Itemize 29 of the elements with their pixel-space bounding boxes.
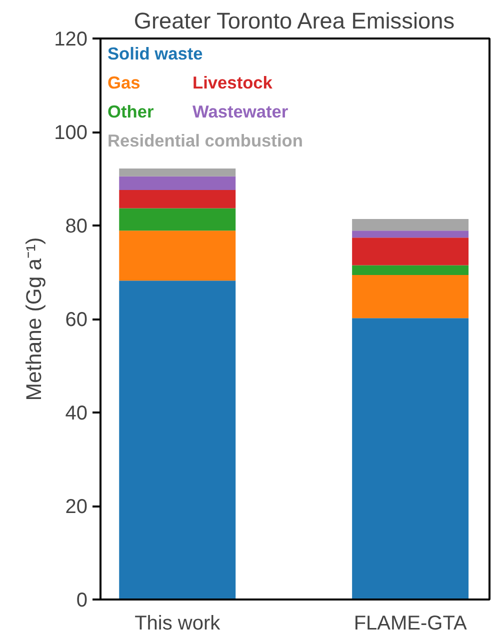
bar bbox=[119, 280, 236, 600]
y-tick-label: 20 bbox=[65, 496, 88, 518]
y-tick-label: 60 bbox=[65, 309, 88, 331]
bar bbox=[119, 168, 236, 176]
y-tick-label: 40 bbox=[65, 402, 88, 424]
bar bbox=[352, 265, 469, 276]
y-tick-label: 120 bbox=[54, 28, 88, 50]
bar bbox=[119, 190, 236, 208]
bar bbox=[352, 275, 469, 318]
bar bbox=[119, 230, 236, 281]
text: Solid waste bbox=[107, 44, 204, 64]
bar bbox=[352, 230, 469, 238]
text: Gas bbox=[107, 72, 140, 93]
y-tick-label: 0 bbox=[76, 590, 88, 612]
text: Livestock bbox=[192, 72, 273, 93]
y-tick-label: 100 bbox=[54, 122, 88, 144]
x-tick-label: This work bbox=[134, 612, 222, 634]
bar bbox=[352, 318, 469, 600]
bar bbox=[119, 208, 236, 231]
y-axis-title: Methane (Gg a⁻¹) bbox=[22, 237, 46, 401]
x-tick-label: FLAME-GTA bbox=[354, 612, 468, 634]
text: Other bbox=[107, 101, 154, 122]
bar bbox=[352, 218, 469, 231]
y-tick-label: 80 bbox=[65, 216, 88, 238]
series-label: Residential combustion bbox=[107, 130, 303, 150]
text: Wastewater bbox=[192, 101, 288, 122]
bar bbox=[352, 238, 469, 266]
bar bbox=[119, 176, 236, 190]
chart-title: Greater Toronto Area Emissions bbox=[134, 8, 455, 34]
